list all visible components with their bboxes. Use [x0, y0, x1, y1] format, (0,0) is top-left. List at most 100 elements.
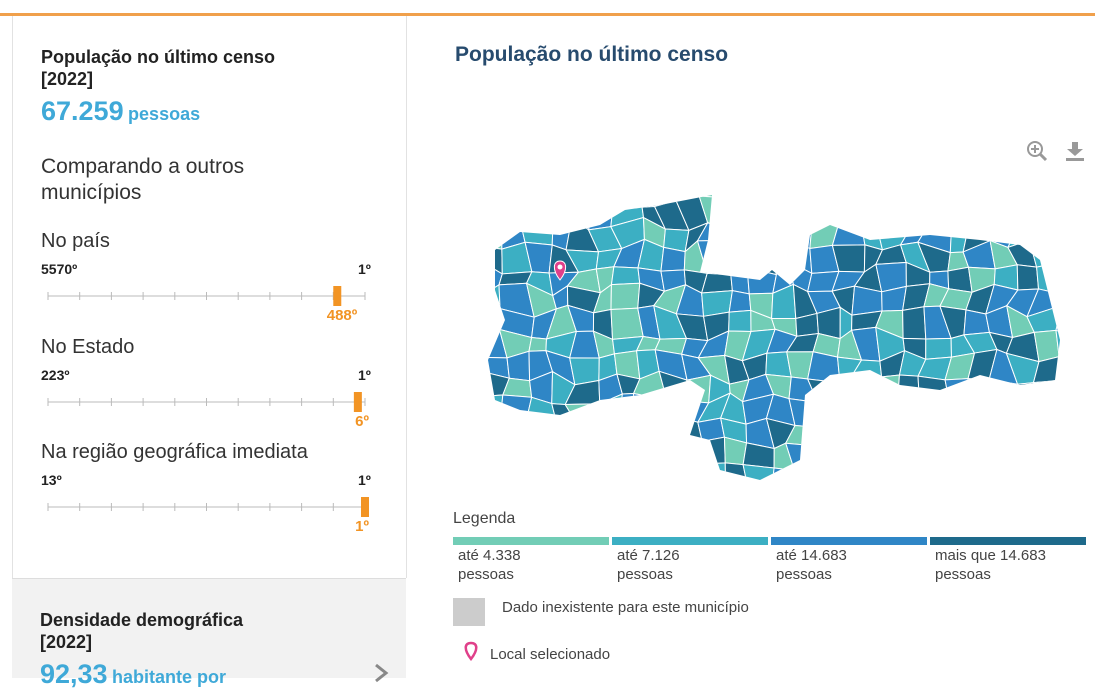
chevron	[372, 663, 392, 683]
rank-marker	[361, 497, 369, 517]
municipality	[565, 404, 600, 425]
municipality	[572, 199, 595, 230]
municipality	[857, 421, 882, 447]
municipality	[877, 446, 901, 470]
municipality	[465, 460, 491, 487]
municipality	[898, 445, 930, 470]
municipality	[1076, 180, 1080, 208]
title-text: Densidade demográfica	[40, 610, 243, 630]
municipality	[1049, 208, 1080, 225]
municipality	[744, 488, 776, 490]
municipality	[600, 448, 616, 468]
municipality	[809, 180, 841, 208]
municipality	[654, 415, 676, 443]
municipality	[1007, 466, 1036, 484]
municipality	[835, 180, 864, 208]
municipality	[570, 358, 600, 385]
municipality	[1071, 439, 1080, 471]
municipality	[527, 415, 556, 446]
municipality	[1077, 375, 1080, 401]
municipality	[698, 463, 726, 488]
municipality	[1078, 400, 1080, 426]
municipality	[481, 285, 500, 309]
municipality	[463, 220, 481, 246]
municipality	[442, 327, 469, 357]
next-indicator[interactable]: Densidade demográfica[2022] 92,33 habita…	[12, 578, 406, 678]
municipality	[817, 395, 838, 427]
missing-swatch	[453, 598, 485, 626]
municipality	[857, 484, 884, 490]
municipality	[619, 394, 635, 427]
municipality	[873, 484, 908, 490]
municipality	[772, 486, 795, 490]
municipality	[546, 446, 573, 466]
municipality	[722, 197, 753, 227]
missing-label: Dado inexistente para este município	[502, 599, 749, 617]
municipality	[463, 486, 489, 490]
municipality	[743, 465, 774, 490]
municipality	[567, 461, 600, 484]
municipality	[772, 468, 795, 488]
municipality	[918, 376, 949, 399]
municipality	[861, 198, 876, 222]
municipality	[1007, 440, 1029, 467]
municipality	[945, 379, 968, 407]
municipality	[610, 424, 636, 447]
municipality	[862, 181, 884, 199]
municipality	[634, 394, 667, 425]
municipality	[662, 469, 688, 490]
municipality	[440, 415, 462, 445]
municipality	[857, 438, 884, 471]
municipality	[925, 180, 950, 202]
municipality	[483, 395, 503, 424]
municipality	[1029, 396, 1061, 424]
ranking-slider: 488º	[13, 278, 406, 328]
municipality	[526, 437, 556, 463]
municipality	[487, 180, 508, 203]
municipality	[967, 379, 989, 407]
municipality	[766, 203, 797, 225]
municipality	[794, 467, 818, 486]
municipality	[808, 352, 840, 383]
municipality	[815, 419, 832, 446]
municipality	[873, 470, 900, 487]
municipality	[442, 357, 469, 385]
map-title: População no último censo	[455, 43, 728, 67]
municipality	[1014, 394, 1035, 425]
municipality	[1053, 219, 1080, 248]
municipality	[721, 488, 749, 490]
title-text: População no último censo	[41, 47, 275, 67]
municipality	[720, 223, 753, 241]
municipality	[729, 310, 751, 331]
municipality	[750, 180, 770, 203]
legend-bar	[930, 537, 1086, 545]
municipality	[788, 241, 812, 273]
municipality	[654, 441, 688, 469]
municipality	[529, 338, 546, 352]
municipality	[787, 207, 819, 225]
municipality	[970, 198, 995, 225]
value: 92,33	[40, 659, 108, 689]
municipality	[896, 180, 926, 198]
municipality	[989, 484, 1014, 490]
municipality	[962, 487, 996, 490]
municipality	[486, 306, 500, 333]
zoom-icon[interactable]	[1028, 142, 1046, 160]
municipality	[1072, 467, 1080, 489]
download-icon[interactable]	[1066, 142, 1084, 161]
map[interactable]	[440, 180, 1080, 490]
municipality	[720, 239, 747, 275]
municipality	[877, 421, 903, 451]
municipality	[839, 199, 861, 223]
municipality	[574, 482, 599, 490]
municipality	[698, 486, 726, 490]
municipality	[1074, 352, 1080, 380]
municipality	[528, 181, 556, 205]
municipality	[859, 403, 882, 421]
municipality	[1017, 265, 1038, 290]
municipality	[989, 440, 1010, 466]
municipality	[440, 198, 468, 230]
municipality	[829, 464, 865, 490]
municipality	[1074, 331, 1080, 357]
municipality	[815, 439, 831, 467]
